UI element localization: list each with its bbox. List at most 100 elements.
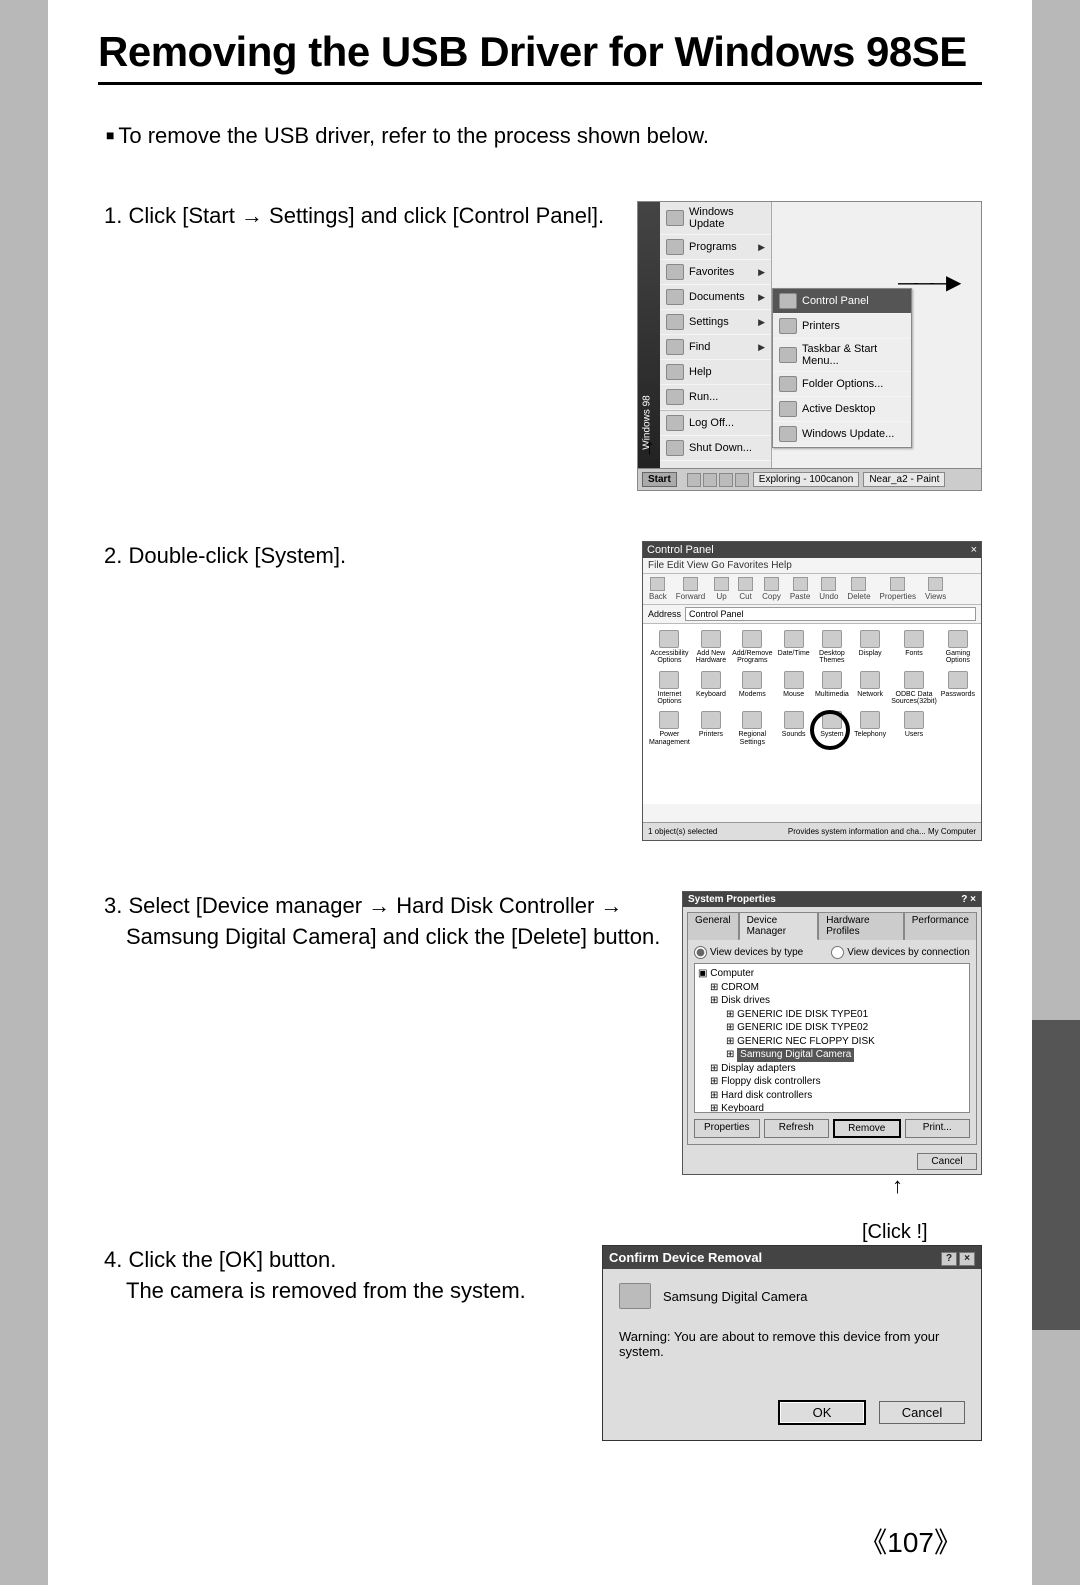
start-item-help[interactable]: Help [660, 360, 771, 385]
cp-icon-system[interactable]: System [815, 711, 849, 746]
taskbar-task-2[interactable]: Near_a2 - Paint [863, 472, 945, 487]
cp-icon-keyboard[interactable]: Keyboard [694, 671, 728, 706]
cp-menubar[interactable]: File Edit View Go Favorites Help [643, 558, 981, 574]
sp-cancel-button[interactable]: Cancel [917, 1153, 977, 1170]
radio-by-connection[interactable] [831, 946, 844, 959]
submenu-item-printers[interactable]: Printers [773, 314, 911, 339]
tree-node[interactable]: ⊞ Floppy disk controllers [698, 1075, 966, 1089]
cp-icon-accessibility-options[interactable]: Accessibility Options [649, 630, 690, 665]
start-item-programs[interactable]: Programs▶ [660, 235, 771, 260]
cf-device-name: Samsung Digital Camera [663, 1289, 808, 1304]
cp-icon-internet-options[interactable]: Internet Options [649, 671, 690, 706]
start-button[interactable]: Start [642, 472, 677, 487]
tree-node[interactable]: ⊞ Display adapters [698, 1062, 966, 1076]
properties-icon [890, 577, 905, 591]
submenu-item-windows-update-[interactable]: Windows Update... [773, 422, 911, 447]
close-icon[interactable]: × [959, 1252, 975, 1266]
sp-radio-type[interactable]: View devices by type [694, 946, 803, 959]
menu-icon [666, 339, 684, 355]
cancel-button[interactable]: Cancel [879, 1401, 965, 1424]
start-item-favorites[interactable]: Favorites▶ [660, 260, 771, 285]
start-menu-items: Windows UpdatePrograms▶Favorites▶Documen… [660, 202, 772, 468]
cp-icon-fonts[interactable]: Fonts [891, 630, 937, 665]
submenu-item-taskbar-start-menu-[interactable]: Taskbar & Start Menu... [773, 339, 911, 372]
cp-icon-regional-settings[interactable]: Regional Settings [732, 711, 772, 746]
start-item-log-off-[interactable]: Log Off... [660, 410, 771, 436]
cp-status-left: 1 object(s) selected [648, 827, 717, 836]
annotation-click-label: [Click !] [862, 1221, 928, 1244]
start-item-find[interactable]: Find▶ [660, 335, 771, 360]
cp-icon-odbc-data-sources-bit-[interactable]: ODBC Data Sources(32bit) [891, 671, 937, 706]
start-item-settings[interactable]: Settings▶ [660, 310, 771, 335]
start-item-windows-update[interactable]: Windows Update [660, 202, 771, 235]
tree-node[interactable]: ⊞ Samsung Digital Camera [698, 1048, 966, 1062]
cp-icon-mouse[interactable]: Mouse [777, 671, 811, 706]
ok-button[interactable]: OK [779, 1401, 865, 1424]
tree-root[interactable]: ▣ Computer [698, 967, 966, 981]
cp-icon-add-new-hardware[interactable]: Add New Hardware [694, 630, 728, 665]
cp-icon-network[interactable]: Network [853, 671, 887, 706]
tree-node[interactable]: ⊞ GENERIC NEC FLOPPY DISK [698, 1035, 966, 1049]
cp-icon-printers[interactable]: Printers [694, 711, 728, 746]
cp-icon-telephony[interactable]: Telephony [853, 711, 887, 746]
tab-general[interactable]: General [687, 912, 739, 940]
cf-title-text: Confirm Device Removal [609, 1250, 762, 1265]
toolbar-forward[interactable]: Forward [676, 577, 705, 601]
toolbar-delete[interactable]: Delete [847, 577, 870, 601]
properties-button[interactable]: Properties [694, 1119, 760, 1138]
sp-radio-conn[interactable]: View devices by connection [831, 946, 970, 959]
tab-performance[interactable]: Performance [904, 912, 977, 940]
cp-address-input[interactable] [685, 607, 976, 621]
toolbar-undo[interactable]: Undo [819, 577, 838, 601]
menu-icon [779, 426, 797, 442]
tree-node[interactable]: ⊞ Hard disk controllers [698, 1089, 966, 1103]
cp-icon-multimedia[interactable]: Multimedia [815, 671, 849, 706]
submenu-item-control-panel[interactable]: Control Panel [773, 289, 911, 314]
tab-hardware-profiles[interactable]: Hardware Profiles [818, 912, 904, 940]
print-button[interactable]: Print... [905, 1119, 971, 1138]
radio-by-type[interactable] [694, 946, 707, 959]
start-item-documents[interactable]: Documents▶ [660, 285, 771, 310]
cf-body: Samsung Digital Camera Warning: You are … [603, 1269, 981, 1440]
sp-close-icons[interactable]: ? × [961, 894, 976, 905]
page-number: 《107》 [859, 1521, 962, 1561]
submenu-arrow-icon: ▶ [758, 292, 765, 303]
submenu-item-folder-options-[interactable]: Folder Options... [773, 372, 911, 397]
step-3-text: 3. Select [Device manager → Hard Disk Co… [98, 891, 682, 953]
cp-icon-desktop-themes[interactable]: Desktop Themes [815, 630, 849, 665]
menu-icon [666, 264, 684, 280]
toolbar-cut[interactable]: Cut [738, 577, 753, 601]
help-icon[interactable]: ? [941, 1252, 957, 1266]
submenu-item-active-desktop[interactable]: Active Desktop [773, 397, 911, 422]
cp-icon-passwords[interactable]: Passwords [941, 671, 975, 706]
tab-device-manager[interactable]: Device Manager [739, 912, 819, 940]
taskbar-task-1[interactable]: Exploring - 100canon [753, 472, 860, 487]
tree-node[interactable]: ⊞ Disk drives [698, 994, 966, 1008]
remove-button[interactable]: Remove [833, 1119, 901, 1138]
tree-node[interactable]: ⊞ GENERIC IDE DISK TYPE01 [698, 1008, 966, 1022]
tree-node[interactable]: ⊞ GENERIC IDE DISK TYPE02 [698, 1021, 966, 1035]
cp-icon-gaming-options[interactable]: Gaming Options [941, 630, 975, 665]
annotation-arrow-up: ↑ [644, 434, 655, 460]
toolbar-up[interactable]: Up [714, 577, 729, 601]
start-item-run-[interactable]: Run... [660, 385, 771, 410]
cp-statusbar: 1 object(s) selected Provides system inf… [643, 822, 981, 840]
toolbar-copy[interactable]: Copy [762, 577, 781, 601]
toolbar-views[interactable]: Views [925, 577, 946, 601]
toolbar-paste[interactable]: Paste [790, 577, 810, 601]
refresh-button[interactable]: Refresh [764, 1119, 830, 1138]
cp-icon-users[interactable]: Users [891, 711, 937, 746]
cp-icon-date-time[interactable]: Date/Time [777, 630, 811, 665]
tree-node[interactable]: ⊞ Keyboard [698, 1102, 966, 1113]
start-item-shut-down-[interactable]: Shut Down... [660, 436, 771, 461]
device-tree[interactable]: ▣ Computer⊞ CDROM⊞ Disk drives⊞ GENERIC … [694, 963, 970, 1113]
tree-node[interactable]: ⊞ CDROM [698, 981, 966, 995]
toolbar-back[interactable]: Back [649, 577, 667, 601]
cp-icon-sounds[interactable]: Sounds [777, 711, 811, 746]
cp-icon-display[interactable]: Display [853, 630, 887, 665]
cp-icon-power-management[interactable]: Power Management [649, 711, 690, 746]
close-icon[interactable]: × [971, 544, 977, 556]
toolbar-properties[interactable]: Properties [880, 577, 916, 601]
cp-icon-modems[interactable]: Modems [732, 671, 772, 706]
cp-icon-add-remove-programs[interactable]: Add/Remove Programs [732, 630, 772, 665]
